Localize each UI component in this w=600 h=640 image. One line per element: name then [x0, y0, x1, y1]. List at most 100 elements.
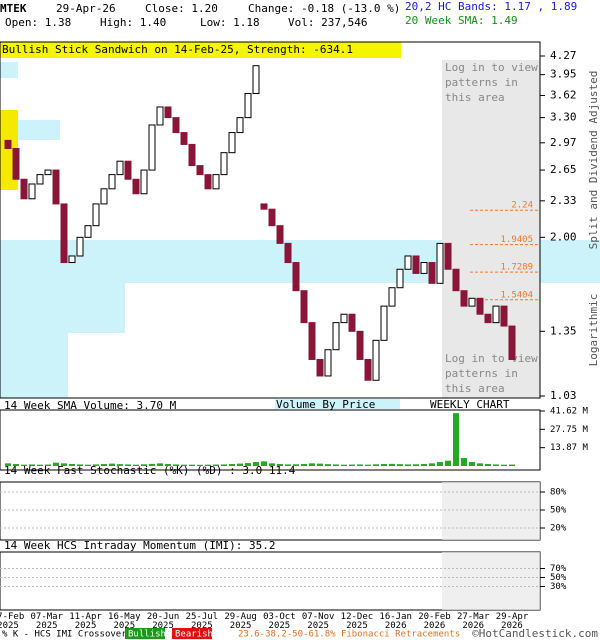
candle-body	[196, 165, 204, 176]
candle-body	[348, 313, 356, 332]
candle-body	[84, 225, 92, 238]
candle-body	[148, 124, 156, 171]
high: High: 1.40	[100, 16, 166, 29]
volume-bar	[285, 464, 291, 466]
date: 29-Apr-26	[56, 2, 116, 15]
main-frame	[0, 41, 541, 399]
hidden-area	[442, 552, 540, 610]
candle-body	[412, 255, 420, 274]
login-box: Log in to view patterns in this area	[445, 352, 538, 395]
candle-body	[380, 305, 388, 341]
candle-body	[452, 268, 460, 292]
volume-bar	[101, 464, 107, 466]
volume-bar	[373, 464, 379, 466]
volume-bar	[5, 463, 11, 466]
y-tick-label: 30%	[550, 582, 567, 592]
candle-body	[324, 349, 332, 377]
volume-bar	[357, 464, 363, 466]
candle-body	[236, 117, 244, 134]
volume-bar	[301, 464, 307, 466]
candle-body	[164, 106, 172, 119]
volume-bar	[205, 464, 211, 466]
volume: Vol: 237,546	[288, 16, 367, 29]
log-label: Logarithmic	[587, 294, 600, 367]
vbp-label: Volume By Price	[276, 398, 375, 411]
volume-bar	[221, 464, 227, 466]
candle-body	[300, 290, 308, 324]
candle-body	[180, 132, 188, 145]
volume-bar	[157, 463, 163, 466]
x-tick-label: 25-Jul 2025	[186, 612, 219, 631]
x-tick-label: 27-Mar 2026	[457, 612, 490, 631]
y-tick-label: 27.75 M	[550, 425, 589, 435]
volume-bar	[53, 462, 59, 466]
symbol: MTEK	[0, 2, 27, 15]
panel-title: 14 Week HCS Intraday Momentum (IMI): 35.…	[4, 539, 276, 552]
volume-bar	[493, 464, 499, 466]
x-tick-label: 20-Feb 2026	[418, 612, 451, 631]
candle-body	[100, 188, 108, 205]
x-tick-label: 07-Feb2025	[0, 612, 24, 631]
bearish-label: Bearish	[175, 630, 213, 640]
vbp-label-bg	[275, 399, 400, 409]
volume-bar	[453, 413, 459, 466]
volume-bar	[293, 464, 299, 466]
volume-bar	[61, 463, 67, 466]
adjusted-label: Split and Dividend Adjusted	[587, 71, 600, 250]
candle-body	[260, 203, 268, 210]
candle-body	[420, 262, 428, 274]
volume-bar	[189, 464, 195, 466]
candle-body	[396, 268, 404, 289]
volume-bar	[397, 464, 403, 466]
volume-bar	[405, 464, 411, 466]
bullish-label: Bullish	[128, 630, 166, 640]
fib-label: 1.9405	[500, 235, 533, 245]
volume-bar	[309, 463, 315, 466]
bands: 20,2 HC Bands: 1.17 , 1.89	[405, 0, 577, 13]
y-tick-label: 3.95	[550, 68, 577, 81]
candle-body	[12, 148, 20, 180]
volume-bar	[461, 458, 467, 466]
candle-body	[36, 174, 44, 185]
candle-body	[356, 330, 364, 360]
login-bottom[interactable]: Log in to view patterns in this area	[445, 352, 538, 395]
candle-body	[116, 160, 124, 176]
login-top[interactable]: Log in to view patterns in this area	[445, 61, 538, 104]
candle-body	[500, 305, 508, 327]
pattern-text: Bullish Stick Sandwich on 14-Feb-25, Str…	[2, 43, 353, 56]
y-tick-label: 41.62 M	[550, 407, 589, 417]
volume-bar	[21, 464, 27, 466]
volume-bar	[45, 464, 51, 466]
x-tick-label: 07-Nov 2025	[302, 612, 335, 631]
y-tick-label: 1.03	[550, 389, 577, 402]
candle-body	[140, 169, 148, 195]
y-tick-label: 2.33	[550, 194, 577, 207]
volume-bar	[13, 464, 19, 466]
volume-bar	[253, 462, 259, 466]
y-tick-label: 50%	[550, 573, 567, 583]
fib-label: 1.7289	[500, 263, 533, 273]
volume-bar	[37, 464, 43, 466]
volume-bar	[165, 464, 171, 466]
candle-body	[388, 287, 396, 307]
y-tick-label: 2.97	[550, 136, 577, 149]
candle-body	[292, 262, 300, 292]
volume-bar	[69, 464, 75, 466]
volume-bar	[333, 464, 339, 466]
panel-title: 14 Week SMA Volume: 3.70 M	[4, 399, 177, 412]
candle-body	[476, 297, 484, 315]
change: Change: -0.18 (-13.0 %)	[248, 2, 400, 15]
bullish-key	[125, 628, 165, 639]
y-tick-label: 3.30	[550, 111, 577, 124]
y-tick-label: 1.35	[550, 324, 577, 337]
volume-bar	[509, 464, 515, 466]
candle-body	[60, 203, 68, 264]
y-tick-label: 70%	[550, 564, 567, 574]
volume-bar	[413, 464, 419, 466]
volume-bar	[29, 464, 35, 466]
x-tick-label: 07-Mar 2025	[31, 612, 64, 631]
volume-bar	[365, 464, 371, 466]
volume-bar	[125, 464, 131, 466]
volume-bar	[197, 464, 203, 466]
